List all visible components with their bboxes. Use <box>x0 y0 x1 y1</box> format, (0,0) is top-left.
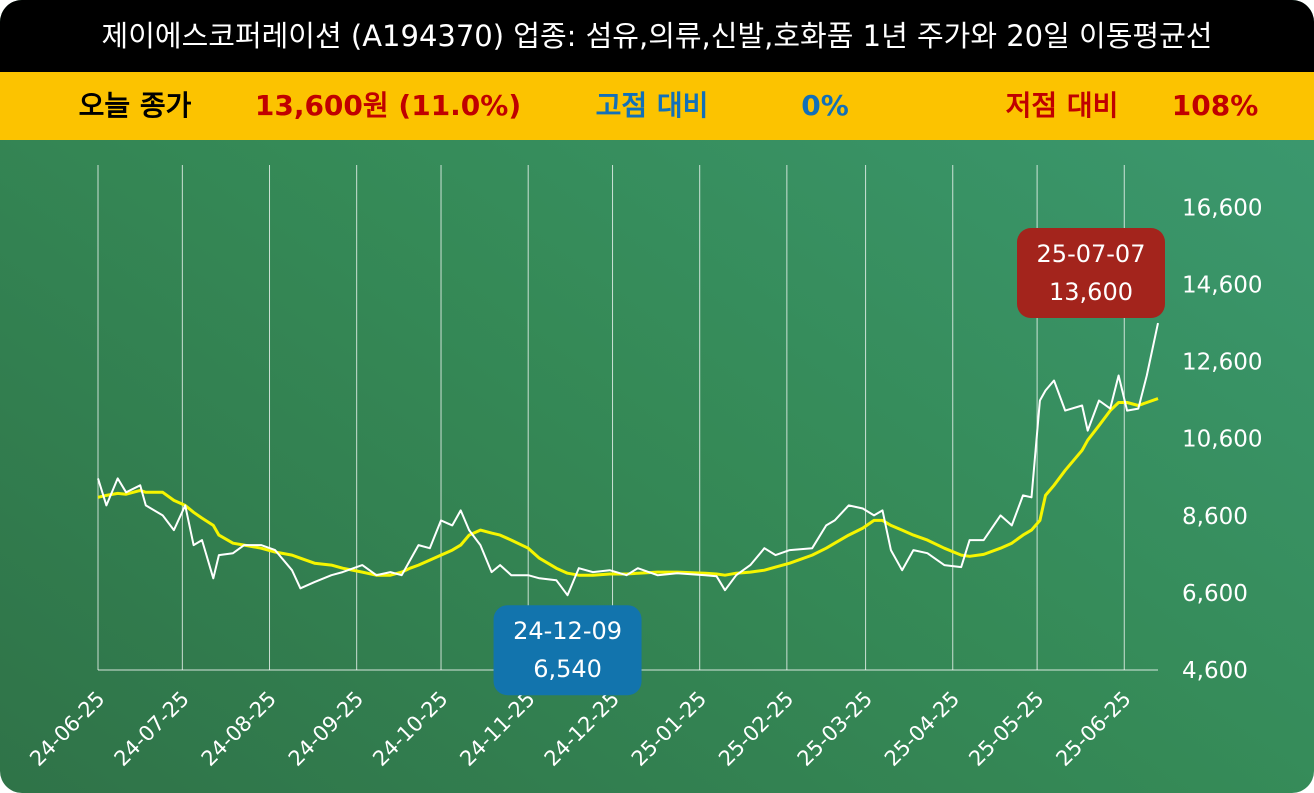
x-tick-label: 25-03-25 <box>793 687 877 771</box>
annotation-value: 13,600 <box>1049 278 1133 306</box>
x-tick-label: 24-09-25 <box>284 687 368 771</box>
y-tick-label: 8,600 <box>1182 504 1248 530</box>
summary-bar: 오늘 종가 13,600원 (11.0%) 고점 대비 0% 저점 대비 108… <box>0 72 1314 140</box>
annotation-box <box>1017 228 1165 319</box>
x-tick-label: 25-01-25 <box>627 687 711 771</box>
y-tick-label: 14,600 <box>1182 273 1262 299</box>
y-tick-label: 4,600 <box>1182 658 1248 684</box>
x-tick-label: 24-08-25 <box>197 687 281 771</box>
annotation-date: 24-12-09 <box>513 617 622 645</box>
summary-value: 0% <box>801 89 849 122</box>
annotation-date: 25-07-07 <box>1037 240 1146 268</box>
x-tick-label: 24-06-25 <box>25 687 109 771</box>
x-tick-label: 24-10-25 <box>368 687 452 771</box>
price-line <box>97 322 1159 597</box>
summary-value: 108% <box>1171 89 1259 122</box>
annotation-value: 6,540 <box>533 655 602 683</box>
x-tick-label: 25-02-25 <box>714 687 798 771</box>
x-tick-label: 24-11-25 <box>455 687 539 771</box>
y-tick-label: 12,600 <box>1182 350 1262 376</box>
x-tick-label: 24-07-25 <box>110 687 194 771</box>
y-tick-label: 10,600 <box>1182 427 1262 453</box>
annotation-box <box>493 605 642 696</box>
summary-value: 13,600원 (11.0%) <box>254 89 522 122</box>
y-tick-label: 16,600 <box>1182 195 1262 221</box>
y-tick-label: 6,600 <box>1182 581 1248 607</box>
x-tick-label: 24-12-25 <box>540 687 624 771</box>
price-line <box>97 397 1159 577</box>
x-tick-label: 25-04-25 <box>880 687 964 771</box>
summary-label: 오늘 종가 <box>78 89 192 122</box>
chart-title: 제이에스코퍼레이션 (A194370) 업종: 섬유,의류,신발,호화품 1년 … <box>0 0 1314 72</box>
x-tick-label: 25-06-25 <box>1051 687 1135 771</box>
summary-label: 저점 대비 <box>1005 89 1119 122</box>
x-tick-label: 25-05-25 <box>964 687 1048 771</box>
summary-label: 고점 대비 <box>595 89 709 122</box>
